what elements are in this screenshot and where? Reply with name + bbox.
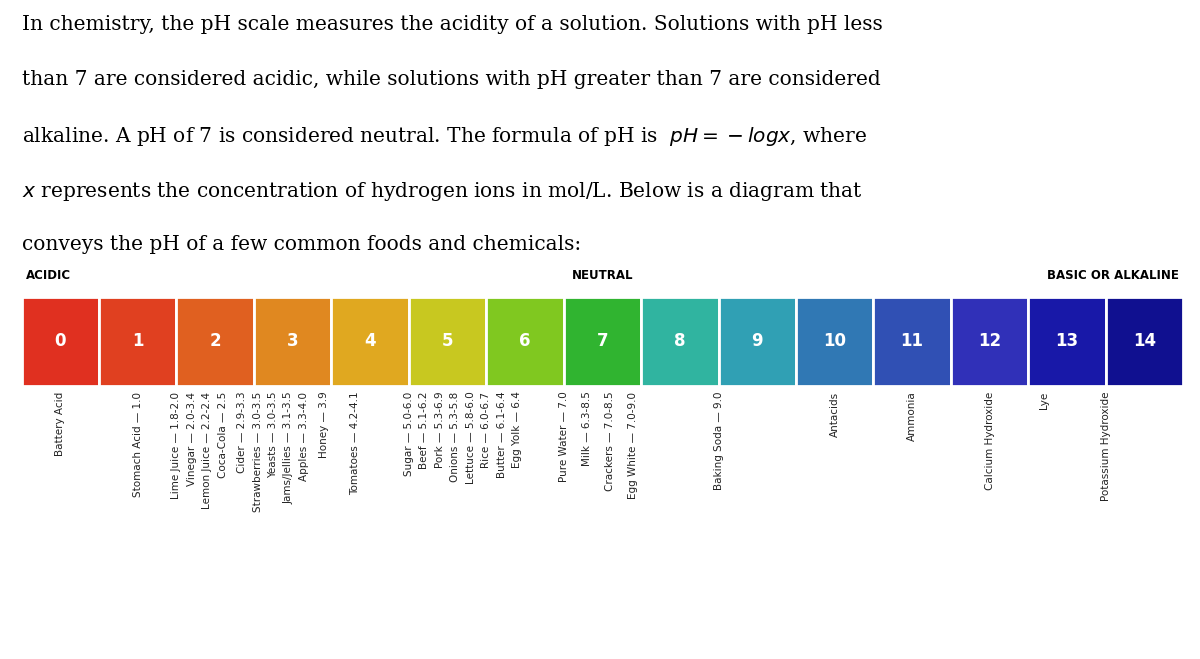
Bar bbox=[100, 297, 176, 386]
Text: Lime Juice — 1.8-2.0: Lime Juice — 1.8-2.0 bbox=[172, 391, 181, 498]
Text: 7: 7 bbox=[596, 332, 608, 350]
Bar bbox=[796, 297, 874, 386]
Bar bbox=[176, 297, 254, 386]
Text: 8: 8 bbox=[674, 332, 685, 350]
Text: 0: 0 bbox=[54, 332, 66, 350]
Text: Egg White — 7.0-9.0: Egg White — 7.0-9.0 bbox=[629, 391, 638, 498]
Text: 1: 1 bbox=[132, 332, 144, 350]
Bar bbox=[22, 297, 100, 386]
Text: Milk — 6.3-8.5: Milk — 6.3-8.5 bbox=[582, 391, 592, 467]
Text: In chemistry, the pH scale measures the acidity of a solution. Solutions with pH: In chemistry, the pH scale measures the … bbox=[22, 15, 882, 34]
Text: 2: 2 bbox=[209, 332, 221, 350]
Text: Pork — 5.3-6.9: Pork — 5.3-6.9 bbox=[434, 391, 445, 468]
Text: Stomach Acid — 1.0: Stomach Acid — 1.0 bbox=[133, 391, 143, 496]
Text: $x$ represents the concentration of hydrogen ions in mol/L. Below is a diagram t: $x$ represents the concentration of hydr… bbox=[22, 180, 863, 203]
Text: 6: 6 bbox=[520, 332, 530, 350]
Text: Pure Water — 7.0: Pure Water — 7.0 bbox=[559, 391, 569, 482]
Bar bbox=[486, 297, 564, 386]
Text: 12: 12 bbox=[978, 332, 1001, 350]
Text: Rice — 6.0-6.7: Rice — 6.0-6.7 bbox=[481, 391, 491, 467]
Text: Jams/Jellies — 3.1-3.5: Jams/Jellies — 3.1-3.5 bbox=[283, 391, 294, 504]
Text: Beef — 5.1-6.2: Beef — 5.1-6.2 bbox=[419, 391, 430, 469]
Text: 9: 9 bbox=[751, 332, 763, 350]
Text: Battery Acid: Battery Acid bbox=[55, 391, 65, 456]
Bar bbox=[874, 297, 950, 386]
Text: Vinegar — 2.0-3.4: Vinegar — 2.0-3.4 bbox=[187, 391, 197, 486]
Text: 14: 14 bbox=[1133, 332, 1156, 350]
Text: Baking Soda — 9.0: Baking Soda — 9.0 bbox=[714, 391, 724, 490]
Text: Tomatoes — 4.2-4.1: Tomatoes — 4.2-4.1 bbox=[349, 391, 360, 495]
Text: Crackers — 7.0-8.5: Crackers — 7.0-8.5 bbox=[605, 391, 616, 491]
Text: Butter — 6.1-6.4: Butter — 6.1-6.4 bbox=[497, 391, 506, 478]
Text: Potassium Hydroxide: Potassium Hydroxide bbox=[1100, 391, 1111, 501]
Bar bbox=[254, 297, 331, 386]
Text: BASIC OR ALKALINE: BASIC OR ALKALINE bbox=[1048, 269, 1180, 281]
Text: Honey — 3.9: Honey — 3.9 bbox=[319, 391, 329, 458]
Text: Lye: Lye bbox=[1039, 391, 1049, 409]
Bar bbox=[564, 297, 641, 386]
Text: Onions — 5.3-5.8: Onions — 5.3-5.8 bbox=[450, 391, 461, 482]
Bar bbox=[331, 297, 409, 386]
Text: Antacids: Antacids bbox=[829, 391, 840, 437]
Text: ACIDIC: ACIDIC bbox=[25, 269, 71, 281]
Text: than 7 are considered acidic, while solutions with pH greater than 7 are conside: than 7 are considered acidic, while solu… bbox=[22, 71, 881, 90]
Text: 5: 5 bbox=[442, 332, 454, 350]
Text: Yeasts — 3.0-3.5: Yeasts — 3.0-3.5 bbox=[269, 391, 278, 478]
Text: 11: 11 bbox=[901, 332, 924, 350]
Text: alkaline. A pH of 7 is considered neutral. The formula of pH is  $pH = -logx$, w: alkaline. A pH of 7 is considered neutra… bbox=[22, 125, 866, 148]
Bar bbox=[719, 297, 796, 386]
Text: Calcium Hydroxide: Calcium Hydroxide bbox=[985, 391, 995, 490]
Text: 10: 10 bbox=[823, 332, 846, 350]
Bar bbox=[950, 297, 1028, 386]
Text: conveys the pH of a few common foods and chemicals:: conveys the pH of a few common foods and… bbox=[22, 235, 581, 254]
Bar bbox=[1028, 297, 1105, 386]
Text: NEUTRAL: NEUTRAL bbox=[571, 269, 634, 281]
Text: 3: 3 bbox=[287, 332, 299, 350]
Text: Strawberries — 3.0-3.5: Strawberries — 3.0-3.5 bbox=[253, 391, 263, 512]
Text: Lemon Juice — 2.2-2.4: Lemon Juice — 2.2-2.4 bbox=[203, 391, 212, 509]
Text: Coca-Cola — 2.5: Coca-Cola — 2.5 bbox=[218, 391, 228, 478]
Text: 13: 13 bbox=[1056, 332, 1079, 350]
Text: Lettuce — 5.8-6.0: Lettuce — 5.8-6.0 bbox=[466, 391, 475, 484]
Text: Apples — 3.3-4.0: Apples — 3.3-4.0 bbox=[299, 391, 310, 480]
Bar bbox=[1105, 297, 1183, 386]
Bar bbox=[409, 297, 486, 386]
Text: 4: 4 bbox=[365, 332, 376, 350]
Text: Egg Yolk — 6.4: Egg Yolk — 6.4 bbox=[512, 391, 522, 469]
Text: Ammonia: Ammonia bbox=[907, 391, 917, 442]
Text: Sugar — 5.0-6.0: Sugar — 5.0-6.0 bbox=[404, 391, 414, 476]
Bar bbox=[641, 297, 719, 386]
Text: Cider — 2.9-3.3: Cider — 2.9-3.3 bbox=[238, 391, 247, 473]
